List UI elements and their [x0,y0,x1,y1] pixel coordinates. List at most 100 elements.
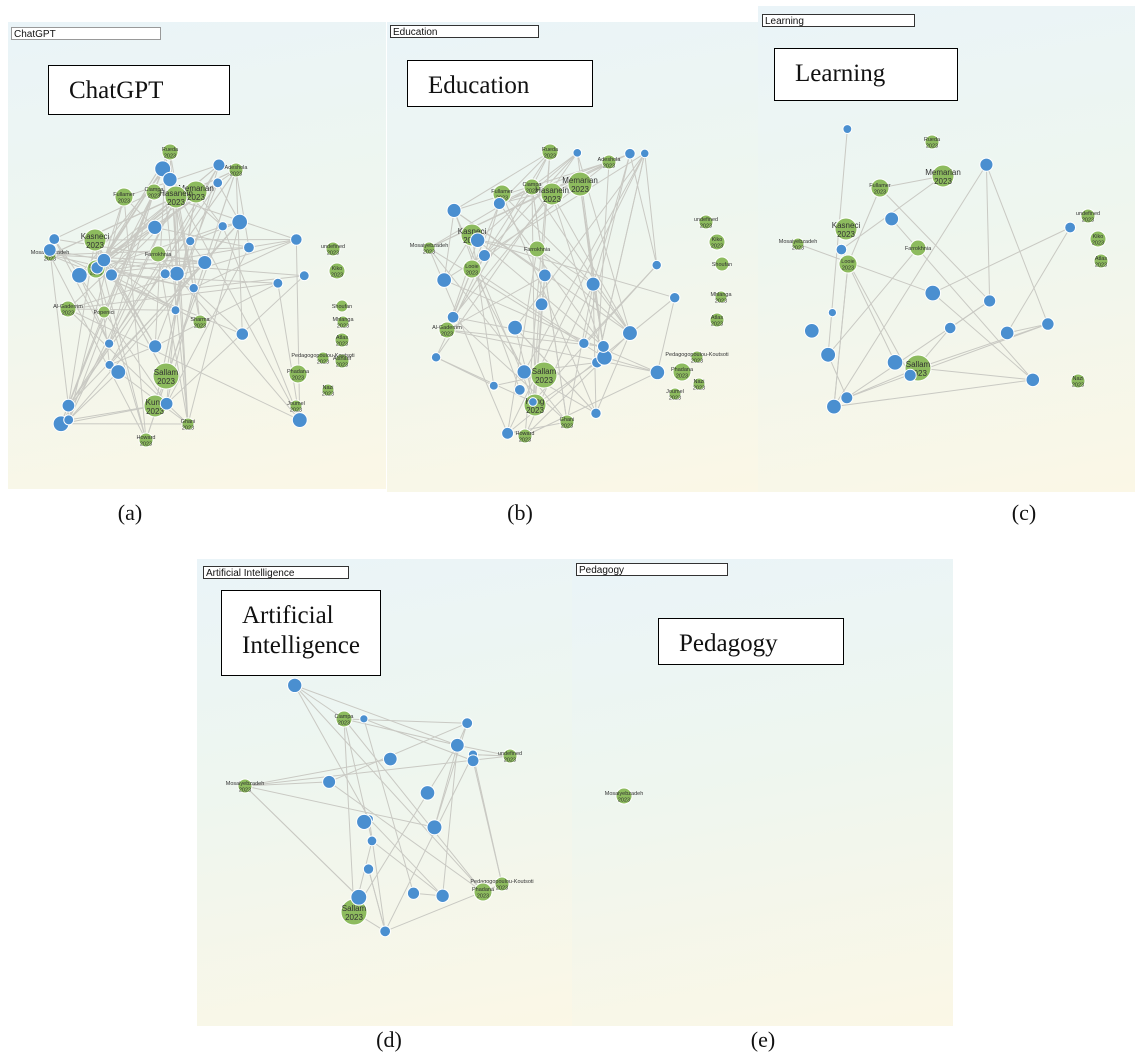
keyword-node[interactable] [287,677,303,694]
keyword-node[interactable] [42,243,57,257]
keyword-node[interactable] [272,277,284,289]
keyword-node[interactable] [366,835,378,847]
keyword-node[interactable] [835,243,848,256]
keyword-node[interactable] [197,254,213,271]
keyword-node[interactable] [169,265,185,282]
keyword-node[interactable] [159,396,174,411]
keyword-node[interactable] [147,219,163,235]
keyword-node[interactable] [886,354,904,371]
keyword-node[interactable] [585,276,601,292]
keyword-node[interactable] [291,412,308,428]
keyword-node[interactable] [507,319,523,336]
keyword-node[interactable] [513,383,526,396]
search-input[interactable]: Pedagogy [576,563,728,576]
keyword-node[interactable] [379,925,392,938]
keyword-node[interactable] [466,754,480,768]
keyword-node[interactable] [406,886,421,900]
keyword-node[interactable] [359,714,369,724]
author-node[interactable]: Popenici [93,305,115,319]
keyword-node[interactable] [534,297,549,312]
keyword-node[interactable] [435,888,450,903]
keyword-node[interactable] [461,717,474,730]
keyword-node[interactable] [999,325,1015,341]
keyword-node[interactable] [488,380,499,391]
keyword-node[interactable] [350,888,368,906]
keyword-node[interactable] [903,368,917,382]
keyword-node[interactable] [501,426,515,440]
keyword-node[interactable] [48,233,61,246]
keyword-node[interactable] [298,270,310,282]
keyword-node[interactable] [104,268,118,282]
keyword-node[interactable] [446,202,462,218]
keyword-node[interactable] [362,863,375,875]
keyword-node[interactable] [572,148,583,158]
keyword-node[interactable] [651,259,662,271]
keyword-node[interactable] [217,221,228,232]
keyword-node[interactable] [1025,372,1041,388]
keyword-node[interactable] [170,305,181,316]
keyword-node[interactable] [803,322,820,339]
keyword-node[interactable] [492,196,506,210]
keyword-node[interactable] [578,337,590,350]
keyword-node[interactable] [96,252,112,268]
keyword-node[interactable] [537,268,552,283]
keyword-node[interactable] [449,737,465,753]
keyword-node[interactable] [516,364,532,380]
keyword-node[interactable] [827,307,838,318]
keyword-node[interactable] [322,774,337,789]
keyword-node[interactable] [597,340,610,353]
keyword-node[interactable] [477,248,491,263]
keyword-node[interactable] [446,310,460,324]
keyword-node[interactable] [356,813,373,830]
keyword-node[interactable] [212,177,224,189]
keyword-node[interactable] [622,325,638,342]
keyword-node[interactable] [382,751,398,767]
search-input[interactable]: Artificial Intelligence [203,566,349,579]
keyword-node[interactable] [185,236,196,247]
author-node[interactable]: Shoufan [712,256,733,272]
keyword-node[interactable] [110,364,127,380]
keyword-node[interactable] [162,171,178,188]
keyword-node[interactable] [61,398,76,413]
search-input[interactable]: ChatGPT [11,27,161,40]
keyword-node[interactable] [640,148,650,159]
author-node[interactable]: Farrokhnia [905,239,932,257]
